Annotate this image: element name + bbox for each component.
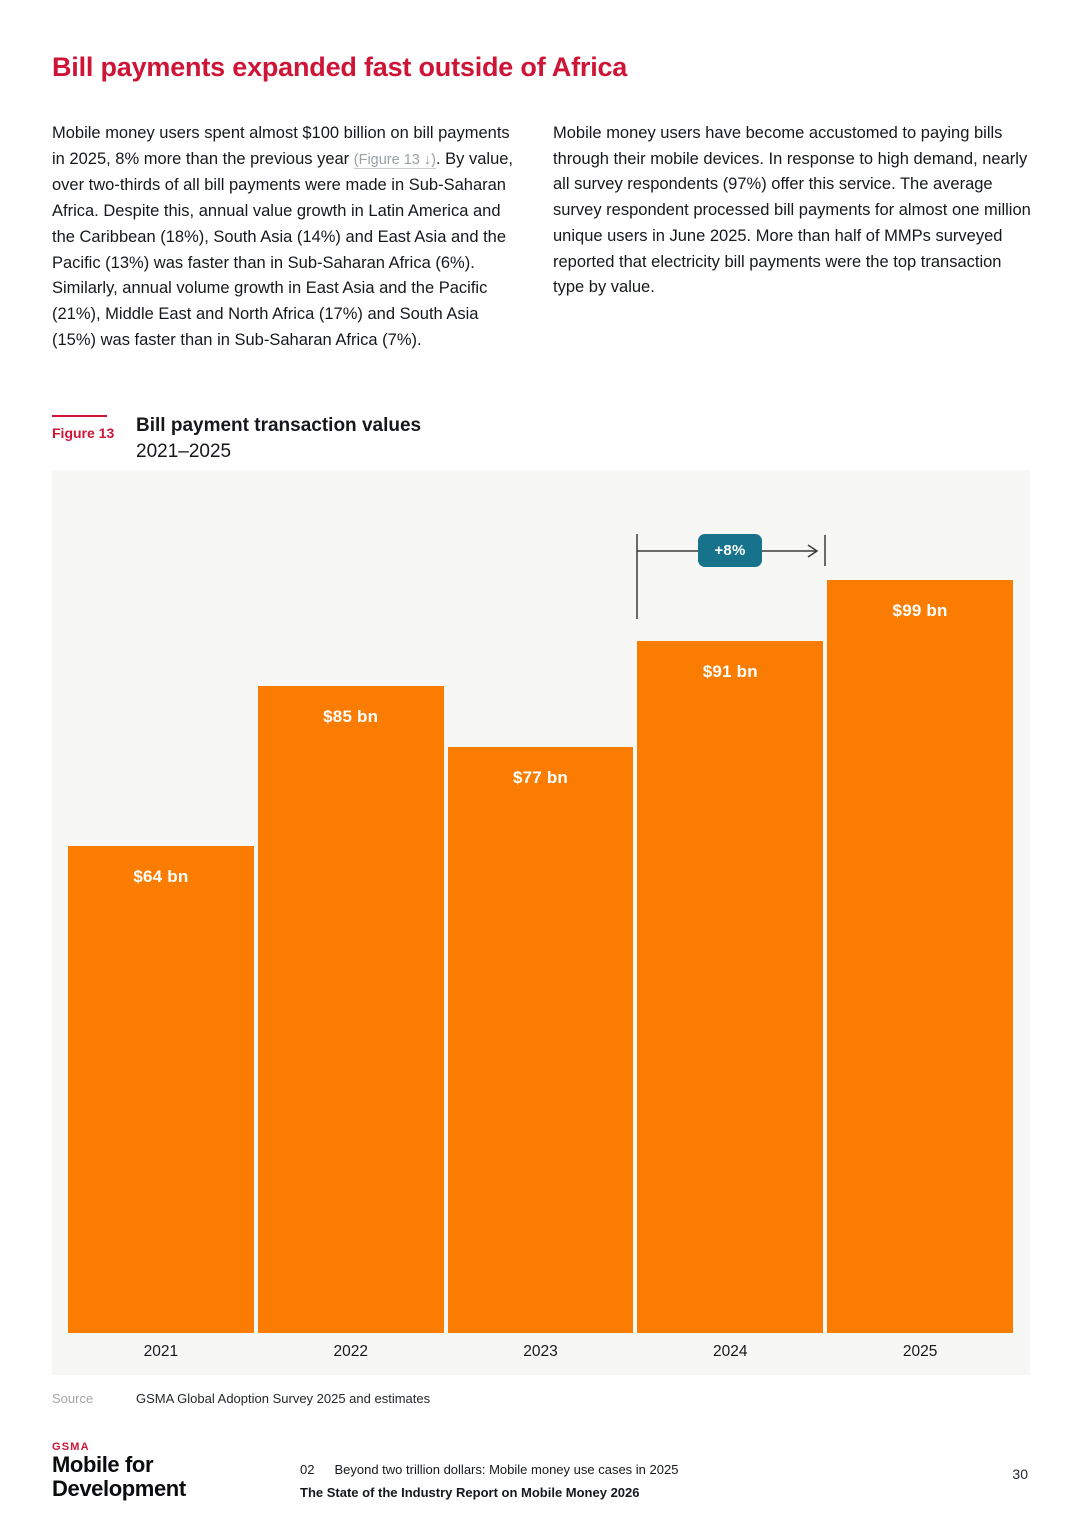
x-axis-label-2022: 2022 [333, 1343, 368, 1360]
bar-value-label-2022: $85 bn [323, 707, 379, 726]
bars: $64 bn $85 bn $77 bn $91 bn $99 bn [68, 580, 1013, 1333]
bar-value-label-2021: $64 bn [133, 867, 189, 886]
footer-chapter-line: 02 Beyond two trillion dollars: Mobile m… [300, 1458, 678, 1481]
growth-badge: +8% [698, 534, 762, 567]
intro-paragraph-right: Mobile money users have become accustome… [553, 124, 1031, 297]
figure-title-block: Bill payment transaction values 2021–202… [136, 404, 421, 465]
intro-columns: Mobile money users spent almost $100 bil… [52, 121, 1032, 353]
intro-left-text-before: Mobile money users spent almost $100 bil… [52, 124, 510, 168]
bar-2024: $91 bn [637, 641, 824, 1333]
source-label: Source [52, 1391, 94, 1406]
gsma-mobile-for-development-logo: GSMA Mobile for Development [52, 1441, 186, 1501]
figure-header: Figure 13 Bill payment transaction value… [52, 404, 952, 465]
x-axis-label-2021: 2021 [143, 1343, 179, 1360]
source-text: GSMA Global Adoption Survey 2025 and est… [136, 1391, 431, 1406]
bar-2023: $77 bn [447, 747, 634, 1333]
figure-13-link[interactable]: (Figure 13 ↓) [353, 151, 436, 169]
bar-2021: $64 bn [68, 846, 254, 1333]
brand-line-1: Mobile for [52, 1452, 154, 1477]
figure-label: Figure 13 [52, 425, 115, 441]
figure-subtitle: 2021–2025 [136, 441, 232, 462]
page-number: 30 [1012, 1466, 1028, 1482]
x-axis-label-2024: 2024 [713, 1343, 748, 1360]
chapter-number: 02 [300, 1462, 315, 1477]
source-row: Source GSMA Global Adoption Survey 2025 … [52, 1390, 430, 1408]
page-title: Bill payments expanded fast outside of A… [52, 52, 628, 82]
report-title: The State of the Industry Report on Mobi… [300, 1485, 640, 1500]
x-axis-label-2025: 2025 [902, 1343, 938, 1360]
x-axis-label-2023: 2023 [523, 1343, 558, 1360]
bar-value-label-2025: $99 bn [892, 601, 948, 620]
figure-label-block: Figure 13 [52, 404, 136, 465]
bar-2022: $85 bn [257, 686, 444, 1333]
brand-line-2: Development [52, 1476, 186, 1501]
figure-title: Bill payment transaction values [136, 415, 422, 436]
bar-chart: +8% $64 bn $85 bn $77 bn $91 bn $99 bn 2021 2… [52, 470, 1030, 1375]
intro-left-text-after: . By value, over two-thirds of all bill … [52, 149, 514, 349]
bar-value-label-2024: $91 bn [702, 662, 758, 681]
intro-paragraph-left: Mobile money users spent almost $100 bil… [52, 121, 522, 353]
figure-rule [52, 415, 107, 417]
footer-titles: 02 Beyond two trillion dollars: Mobile m… [300, 1458, 678, 1504]
gsma-wordmark: GSMA [52, 1441, 90, 1453]
bar-2025: $99 bn [827, 580, 1013, 1333]
bar-value-label-2023: $77 bn [512, 768, 569, 787]
chapter-title: Beyond two trillion dollars: Mobile mone… [334, 1462, 679, 1477]
year-labels: 2021 2022 2023 2024 2025 [68, 1333, 1013, 1375]
